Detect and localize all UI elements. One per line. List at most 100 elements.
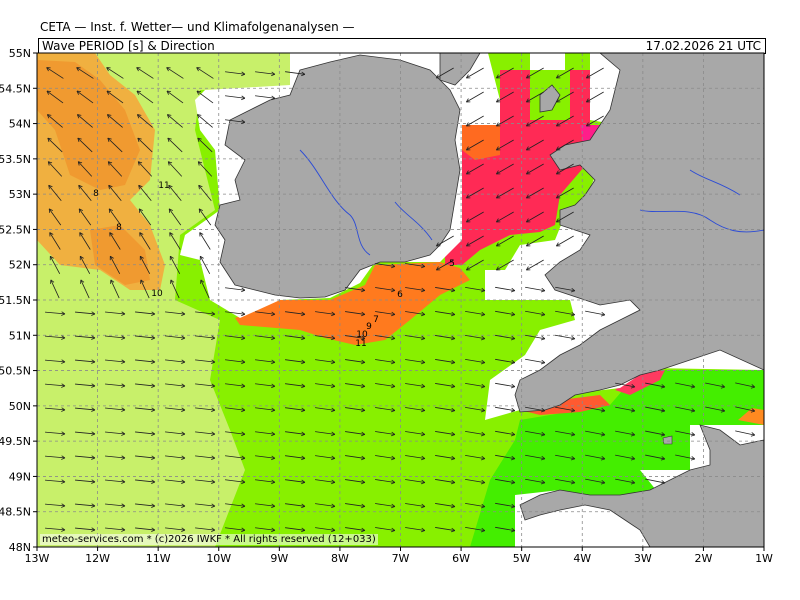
direction-arrow <box>555 91 574 103</box>
direction-arrow <box>405 359 426 365</box>
direction-arrow <box>169 255 181 275</box>
irish-sea-orange-patch <box>462 125 500 160</box>
direction-arrow <box>585 115 604 127</box>
direction-arrow <box>465 526 486 533</box>
direction-arrow <box>315 383 336 389</box>
direction-arrow <box>705 382 726 389</box>
lat-label: 52N <box>9 259 31 272</box>
direction-arrow <box>195 335 216 341</box>
direction-arrow <box>45 479 66 484</box>
direction-arrow <box>47 161 63 177</box>
direction-arrow <box>465 430 486 437</box>
contour-label: 10 <box>151 289 163 299</box>
direction-arrow <box>375 455 396 461</box>
direction-arrow <box>405 407 426 413</box>
direction-arrow <box>45 359 66 364</box>
longer-period-core <box>37 60 140 190</box>
direction-arrow <box>225 95 246 101</box>
direction-arrow <box>165 431 186 436</box>
direction-arrow <box>345 311 366 317</box>
direction-arrow <box>525 187 544 199</box>
direction-arrow <box>555 334 576 341</box>
direction-arrow <box>675 430 696 437</box>
direction-arrow <box>525 259 544 271</box>
direction-arrow <box>495 211 514 223</box>
lat-label: 48N <box>9 541 31 554</box>
direction-arrow <box>555 430 576 437</box>
direction-arrow <box>165 359 186 364</box>
direction-arrow <box>137 161 153 177</box>
direction-arrow <box>165 335 186 340</box>
direction-arrow <box>405 455 426 461</box>
direction-arrow <box>165 479 186 484</box>
direction-arrow <box>46 90 64 104</box>
direction-arrow <box>495 430 516 437</box>
direction-arrow <box>465 211 484 223</box>
direction-arrow <box>435 479 456 485</box>
direction-arrow <box>435 503 456 509</box>
direction-arrow <box>465 115 484 127</box>
direction-arrow <box>405 503 426 509</box>
direction-arrow <box>108 208 122 226</box>
direction-arrow <box>615 430 636 437</box>
direction-arrow <box>525 478 546 485</box>
river-barrow <box>394 201 433 241</box>
direction-arrow <box>645 478 666 485</box>
direction-arrow <box>105 527 126 532</box>
direction-arrow <box>465 235 484 247</box>
direction-arrow <box>615 478 636 485</box>
direction-arrow <box>195 479 216 485</box>
direction-arrow <box>75 407 96 412</box>
direction-arrow <box>405 263 426 269</box>
lon-label: 3W <box>634 552 652 565</box>
direction-arrow <box>225 479 246 485</box>
direction-arrow <box>45 503 66 508</box>
direction-arrow <box>135 311 156 316</box>
lat-label: 50N <box>9 400 31 413</box>
direction-arrow <box>465 382 486 389</box>
direction-arrow <box>138 208 152 226</box>
direction-arrow <box>435 287 456 293</box>
direction-arrow <box>105 311 126 316</box>
direction-arrow <box>315 407 336 413</box>
direction-arrow <box>735 406 756 413</box>
river-trent <box>689 169 741 196</box>
direction-arrow <box>49 232 61 250</box>
direction-arrow <box>45 455 66 460</box>
direction-arrow <box>199 232 211 250</box>
direction-arrow <box>79 255 91 275</box>
isle-of-man <box>539 84 561 113</box>
direction-arrow <box>705 406 726 413</box>
direction-arrow <box>465 163 484 175</box>
lat-label: 55N <box>9 47 31 60</box>
direction-arrow <box>375 503 396 509</box>
direction-arrow <box>555 163 574 175</box>
direction-arrow <box>135 335 156 340</box>
direction-arrow <box>78 184 92 202</box>
direction-arrow <box>198 184 212 202</box>
direction-arrow <box>675 454 696 461</box>
direction-arrow <box>465 454 486 461</box>
direction-arrow <box>285 455 306 461</box>
direction-arrow <box>315 479 336 485</box>
direction-arrow <box>375 407 396 413</box>
map-field <box>37 53 764 547</box>
direction-arrow <box>585 478 606 485</box>
direction-arrow <box>525 430 546 437</box>
direction-arrow <box>139 255 151 275</box>
direction-arrow <box>375 287 396 293</box>
lon-label: 6W <box>452 552 470 565</box>
direction-arrow <box>495 478 516 485</box>
direction-arrow <box>525 67 544 79</box>
great-britain-landmass <box>514 53 764 413</box>
direction-arrow <box>195 503 216 509</box>
direction-arrow <box>165 311 186 316</box>
direction-arrow <box>315 527 336 533</box>
direction-arrow <box>285 71 306 77</box>
direction-arrow <box>465 259 484 271</box>
channel-patch-far-east <box>738 408 764 425</box>
contour-label: 9 <box>366 322 372 332</box>
direction-arrow <box>465 91 484 103</box>
contour-label: 5 <box>449 259 455 269</box>
